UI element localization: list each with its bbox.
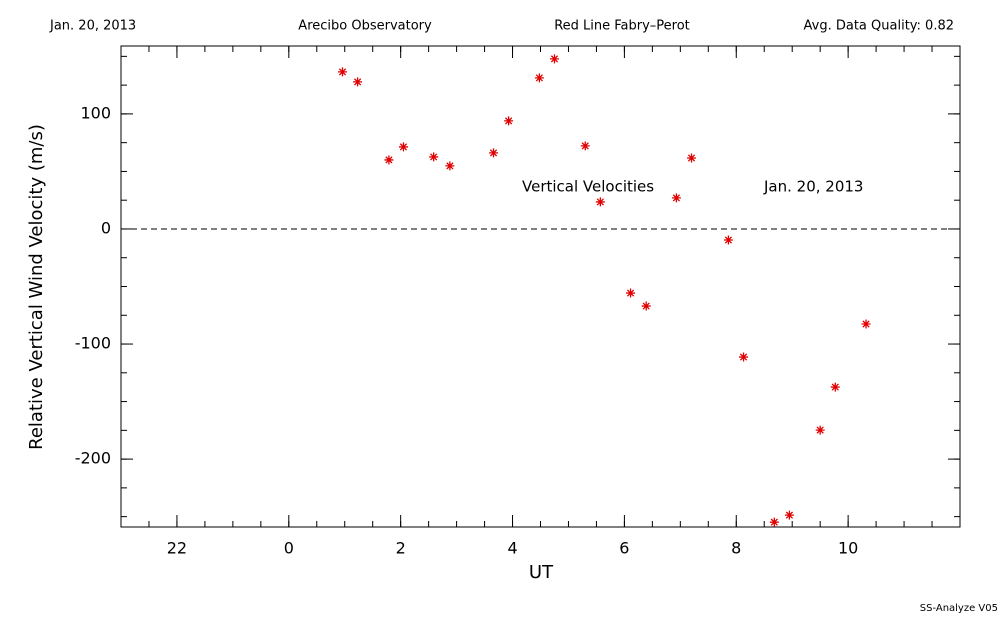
x-axis-label: UT: [529, 562, 554, 583]
data-point: [769, 517, 779, 527]
header-instrument: Red Line Fabry–Perot: [554, 19, 690, 34]
data-point: [671, 193, 681, 203]
x-tick-label: 22: [167, 539, 187, 558]
data-point: [504, 116, 514, 126]
data-point: [580, 141, 590, 151]
data-point: [626, 288, 636, 298]
plot-frame: [120, 45, 961, 528]
x-tick-label: 10: [838, 539, 858, 558]
data-point: [641, 301, 651, 311]
data-point: [534, 73, 544, 83]
data-point: [429, 152, 439, 162]
data-point: [595, 197, 605, 207]
data-point: [353, 77, 363, 87]
x-tick-label: 4: [507, 539, 517, 558]
data-point: [723, 235, 733, 245]
annotation: Vertical Velocities: [522, 178, 654, 196]
header-site: Arecibo Observatory: [298, 19, 432, 34]
x-tick-label: 2: [396, 539, 406, 558]
y-tick-label: -200: [75, 449, 111, 468]
y-axis-label: Relative Vertical Wind Velocity (m/s): [26, 124, 47, 450]
x-tick-label: 0: [284, 539, 294, 558]
annotation: Jan. 20, 2013: [763, 178, 863, 196]
data-point: [489, 148, 499, 158]
header-quality: Avg. Data Quality: 0.82: [804, 19, 954, 34]
y-tick-label: 100: [80, 103, 111, 122]
data-point: [830, 382, 840, 392]
data-point: [337, 67, 347, 77]
data-point: [445, 161, 455, 171]
y-tick-label: -100: [75, 334, 111, 353]
footer: SS-Analyze V05: [920, 603, 998, 614]
data-point: [687, 153, 697, 163]
x-tick-label: 6: [619, 539, 629, 558]
data-point: [739, 352, 749, 362]
header-date: Jan. 20, 2013: [49, 19, 136, 34]
x-tick-label: 8: [731, 539, 741, 558]
data-point: [861, 319, 871, 329]
data-point: [549, 54, 559, 64]
data-point: [784, 510, 794, 520]
data-point: [398, 142, 408, 152]
y-tick-label: 0: [101, 218, 111, 237]
data-point: [815, 425, 825, 435]
data-point: [384, 155, 394, 165]
